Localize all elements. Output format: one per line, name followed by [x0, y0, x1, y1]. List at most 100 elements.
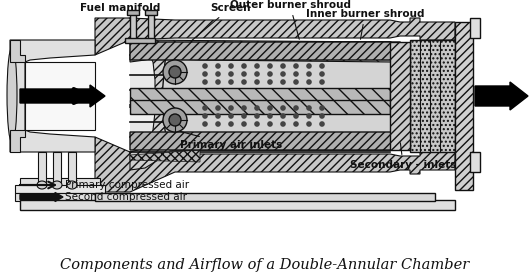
- Circle shape: [306, 105, 312, 111]
- Ellipse shape: [7, 48, 17, 142]
- Bar: [470, 152, 480, 172]
- Bar: [390, 42, 410, 150]
- Circle shape: [280, 71, 286, 77]
- FancyArrow shape: [475, 82, 528, 110]
- Polygon shape: [130, 40, 410, 62]
- Bar: [125, 38, 155, 43]
- Circle shape: [163, 60, 187, 84]
- Circle shape: [241, 79, 247, 85]
- Polygon shape: [130, 40, 200, 55]
- Circle shape: [202, 121, 208, 127]
- Circle shape: [169, 66, 181, 78]
- Circle shape: [293, 79, 299, 85]
- Bar: [15, 185, 105, 193]
- Polygon shape: [95, 137, 455, 192]
- Circle shape: [267, 63, 273, 69]
- Circle shape: [293, 71, 299, 77]
- Bar: [455, 22, 473, 190]
- Polygon shape: [130, 88, 390, 102]
- Circle shape: [228, 63, 234, 69]
- Circle shape: [319, 113, 325, 119]
- Circle shape: [163, 108, 187, 132]
- Polygon shape: [162, 42, 420, 150]
- Circle shape: [319, 121, 325, 127]
- Bar: [127, 10, 139, 15]
- Circle shape: [293, 63, 299, 69]
- Circle shape: [215, 63, 221, 69]
- Bar: [15, 193, 105, 201]
- Circle shape: [267, 121, 273, 127]
- Bar: [470, 18, 480, 38]
- Circle shape: [215, 121, 221, 127]
- FancyArrow shape: [20, 192, 63, 202]
- Bar: [130, 55, 390, 75]
- Circle shape: [169, 114, 181, 126]
- Circle shape: [254, 113, 260, 119]
- Circle shape: [215, 113, 221, 119]
- Circle shape: [293, 121, 299, 127]
- Circle shape: [293, 105, 299, 111]
- Circle shape: [280, 113, 286, 119]
- Circle shape: [267, 71, 273, 77]
- Circle shape: [215, 71, 221, 77]
- Circle shape: [241, 63, 247, 69]
- Bar: [130, 12, 136, 42]
- Circle shape: [319, 79, 325, 85]
- FancyArrow shape: [20, 85, 105, 107]
- Circle shape: [241, 121, 247, 127]
- Text: Fuel manifold: Fuel manifold: [80, 3, 161, 20]
- Bar: [410, 40, 455, 152]
- Circle shape: [241, 71, 247, 77]
- Ellipse shape: [37, 181, 47, 189]
- Circle shape: [228, 121, 234, 127]
- Circle shape: [215, 79, 221, 85]
- Bar: [148, 12, 154, 42]
- Circle shape: [319, 105, 325, 111]
- Bar: [53, 152, 61, 182]
- Bar: [130, 107, 390, 122]
- Circle shape: [306, 71, 312, 77]
- Circle shape: [215, 105, 221, 111]
- Circle shape: [254, 121, 260, 127]
- Bar: [145, 10, 157, 15]
- Circle shape: [306, 121, 312, 127]
- Circle shape: [267, 105, 273, 111]
- Polygon shape: [130, 40, 172, 170]
- Circle shape: [228, 113, 234, 119]
- Polygon shape: [10, 40, 25, 62]
- Circle shape: [241, 105, 247, 111]
- Bar: [25, 62, 95, 130]
- Text: Secondary - inlets: Secondary - inlets: [350, 143, 456, 170]
- Polygon shape: [10, 40, 95, 152]
- Circle shape: [306, 113, 312, 119]
- Text: Inner burner shroud: Inner burner shroud: [306, 9, 424, 39]
- Polygon shape: [130, 42, 405, 60]
- Polygon shape: [130, 150, 200, 162]
- Polygon shape: [10, 130, 25, 152]
- Polygon shape: [130, 132, 405, 150]
- Circle shape: [280, 63, 286, 69]
- Circle shape: [319, 71, 325, 77]
- Circle shape: [202, 79, 208, 85]
- Polygon shape: [95, 18, 455, 55]
- Circle shape: [306, 79, 312, 85]
- Bar: [130, 122, 390, 137]
- Circle shape: [280, 121, 286, 127]
- Bar: [20, 200, 455, 210]
- Ellipse shape: [52, 181, 62, 189]
- Bar: [95, 193, 435, 201]
- Circle shape: [228, 71, 234, 77]
- Text: Components and Airflow of a Double-Annular Chamber: Components and Airflow of a Double-Annul…: [60, 258, 470, 272]
- Circle shape: [293, 113, 299, 119]
- Text: Second compressed air: Second compressed air: [65, 192, 187, 202]
- Polygon shape: [165, 42, 420, 150]
- Circle shape: [254, 105, 260, 111]
- Circle shape: [228, 79, 234, 85]
- Circle shape: [202, 105, 208, 111]
- Circle shape: [241, 113, 247, 119]
- Circle shape: [202, 63, 208, 69]
- Circle shape: [254, 71, 260, 77]
- Ellipse shape: [67, 181, 77, 189]
- Circle shape: [202, 113, 208, 119]
- Circle shape: [254, 79, 260, 85]
